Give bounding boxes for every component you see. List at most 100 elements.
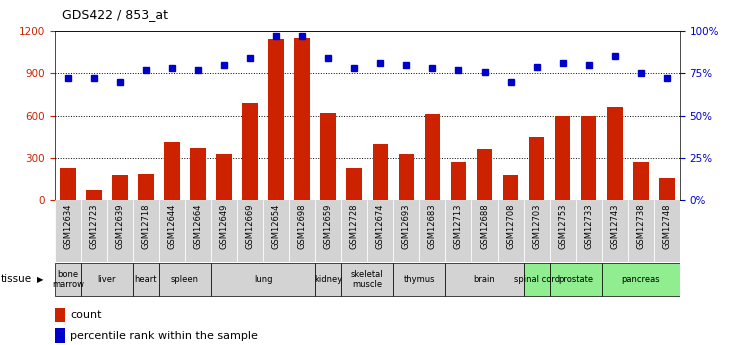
Bar [185, 200, 211, 262]
Bar [81, 263, 133, 296]
Bar [138, 174, 154, 200]
Text: GSM12743: GSM12743 [610, 203, 619, 249]
Bar [420, 200, 445, 262]
Bar [55, 328, 65, 343]
Bar [55, 263, 81, 296]
Text: GSM12728: GSM12728 [350, 203, 359, 249]
Bar [211, 200, 237, 262]
Bar [425, 114, 440, 200]
Bar [211, 263, 315, 296]
Bar [581, 116, 596, 200]
Bar [398, 154, 414, 200]
Text: spinal cord: spinal cord [514, 275, 560, 284]
Bar [498, 200, 523, 262]
Bar [295, 38, 310, 200]
Bar [315, 263, 341, 296]
Text: GSM12753: GSM12753 [558, 203, 567, 249]
Text: tissue: tissue [1, 275, 32, 284]
Text: kidney: kidney [314, 275, 342, 284]
Text: GSM12639: GSM12639 [115, 203, 124, 249]
Text: percentile rank within the sample: percentile rank within the sample [70, 331, 258, 341]
Text: GSM12718: GSM12718 [142, 203, 151, 249]
Text: GSM12738: GSM12738 [636, 203, 645, 249]
Text: GSM12634: GSM12634 [64, 203, 72, 249]
Text: GSM12669: GSM12669 [246, 203, 254, 249]
Bar [550, 200, 576, 262]
Bar [216, 154, 232, 200]
Text: GSM12649: GSM12649 [219, 203, 229, 249]
Bar [523, 263, 550, 296]
Bar [471, 200, 498, 262]
Text: GSM12644: GSM12644 [167, 203, 176, 249]
Text: liver: liver [98, 275, 116, 284]
Bar [107, 200, 133, 262]
Bar [367, 200, 393, 262]
Text: GSM12674: GSM12674 [376, 203, 385, 249]
Bar [602, 263, 680, 296]
Bar [602, 200, 628, 262]
Text: pancreas: pancreas [621, 275, 660, 284]
Bar [503, 175, 518, 200]
Bar [393, 263, 445, 296]
Bar [346, 168, 362, 200]
Bar [523, 200, 550, 262]
Text: GSM12683: GSM12683 [428, 203, 437, 249]
Text: spleen: spleen [171, 275, 199, 284]
Bar [393, 200, 420, 262]
Bar [60, 168, 75, 200]
Text: GSM12733: GSM12733 [584, 203, 593, 249]
Text: brain: brain [474, 275, 496, 284]
Bar [477, 149, 492, 200]
Bar [633, 162, 648, 200]
Bar [555, 116, 570, 200]
Bar [373, 145, 388, 200]
Text: GSM12664: GSM12664 [194, 203, 202, 249]
Text: GDS422 / 853_at: GDS422 / 853_at [62, 8, 168, 21]
Bar [341, 263, 393, 296]
Bar [450, 162, 466, 200]
Bar [654, 200, 680, 262]
Text: GSM12748: GSM12748 [662, 203, 671, 249]
Bar [242, 103, 258, 200]
Bar [263, 200, 289, 262]
Bar [289, 200, 315, 262]
Bar [628, 200, 654, 262]
Text: GSM12693: GSM12693 [402, 203, 411, 249]
Text: prostate: prostate [558, 275, 594, 284]
Text: thymus: thymus [404, 275, 435, 284]
Text: bone
marrow: bone marrow [52, 270, 84, 289]
Bar [237, 200, 263, 262]
Text: GSM12703: GSM12703 [532, 203, 541, 249]
Bar [133, 263, 159, 296]
Bar [81, 200, 107, 262]
Text: ▶: ▶ [37, 275, 43, 284]
Text: GSM12698: GSM12698 [298, 203, 307, 249]
Bar [133, 200, 159, 262]
Text: GSM12654: GSM12654 [272, 203, 281, 249]
Bar [320, 113, 336, 200]
Text: skeletal
muscle: skeletal muscle [351, 270, 384, 289]
Bar [164, 142, 180, 200]
Text: GSM12708: GSM12708 [506, 203, 515, 249]
Bar [529, 137, 545, 200]
Bar [190, 148, 206, 200]
Bar [550, 263, 602, 296]
Bar [159, 263, 211, 296]
Text: lung: lung [254, 275, 273, 284]
Bar [112, 176, 128, 200]
Bar [55, 308, 65, 322]
Bar [445, 263, 523, 296]
Bar [607, 107, 623, 200]
Text: GSM12713: GSM12713 [454, 203, 463, 249]
Text: heart: heart [135, 275, 157, 284]
Text: GSM12723: GSM12723 [89, 203, 99, 249]
Bar [315, 200, 341, 262]
Bar [55, 200, 81, 262]
Text: count: count [70, 310, 102, 320]
Bar [445, 200, 471, 262]
Text: GSM12688: GSM12688 [480, 203, 489, 249]
Bar [575, 200, 602, 262]
Bar [268, 39, 284, 200]
Bar [659, 178, 675, 200]
Text: GSM12659: GSM12659 [324, 203, 333, 249]
